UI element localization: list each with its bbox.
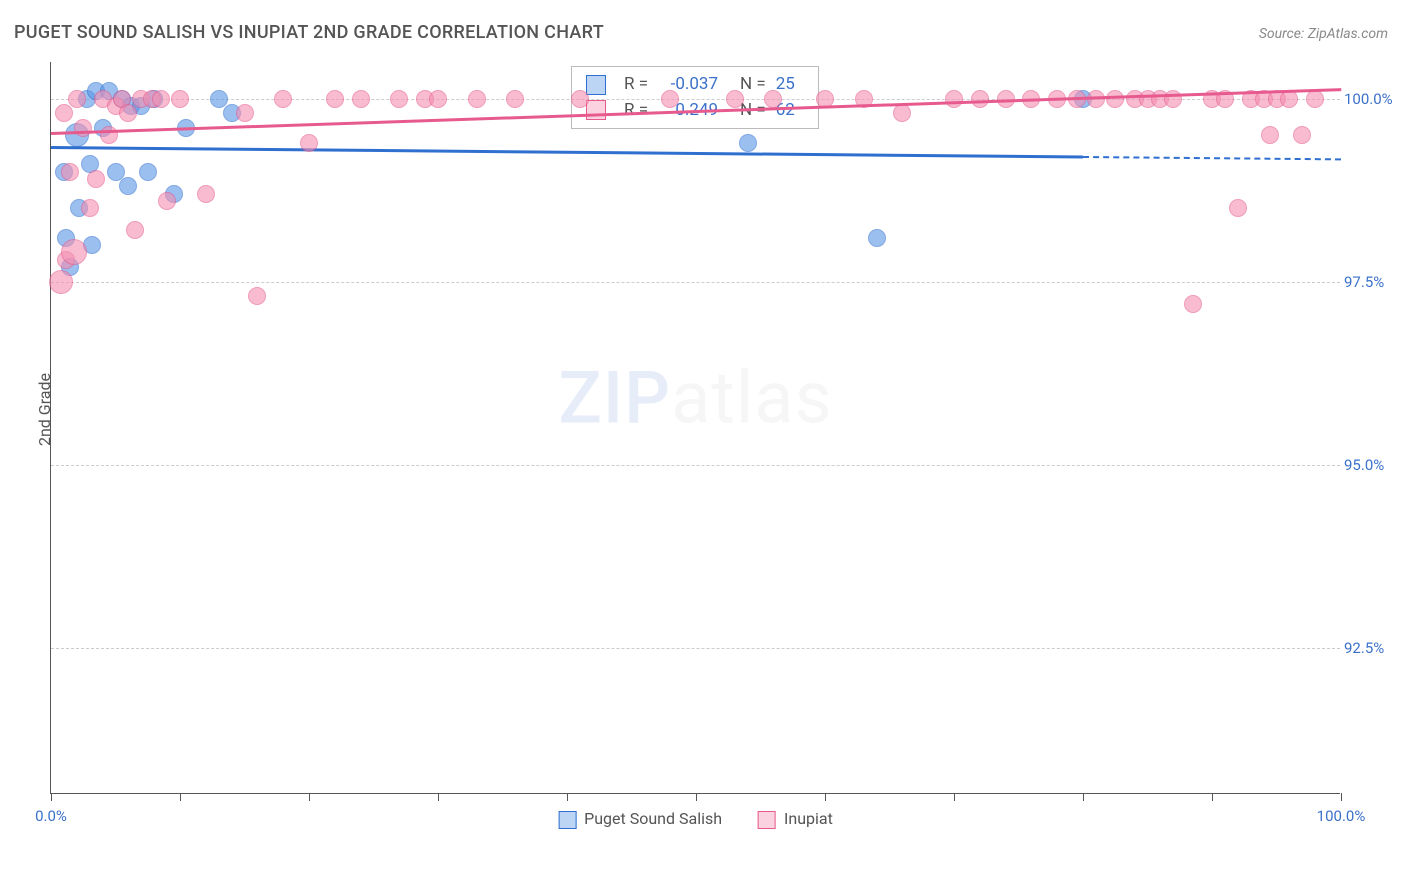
scatter-point (68, 90, 86, 108)
trend-line-extrapolated (1083, 156, 1341, 160)
series-swatch (586, 75, 606, 95)
x-tick (1083, 793, 1084, 801)
chart-title: PUGET SOUND SALISH VS INUPIAT 2ND GRADE … (14, 22, 604, 43)
scatter-point (139, 163, 157, 181)
scatter-point (506, 90, 524, 108)
scatter-point (893, 104, 911, 122)
gridline-horizontal (51, 465, 1340, 466)
scatter-point (74, 119, 92, 137)
scatter-point (868, 229, 886, 247)
series-swatch (586, 100, 606, 120)
legend-label: Puget Sound Salish (584, 809, 722, 828)
x-tick (180, 793, 181, 801)
x-axis-legend: Puget Sound Salish Inupiat (558, 809, 833, 829)
plot-area: ZIPatlas R = -0.037N = 25R = 0.249N = 62… (50, 62, 1340, 794)
x-tick-label: 100.0% (1317, 807, 1366, 825)
y-tick-label: 97.5% (1344, 273, 1402, 291)
trend-line (51, 146, 1083, 158)
x-tick (825, 793, 826, 801)
scatter-point (764, 90, 782, 108)
x-tick (696, 793, 697, 801)
x-tick (567, 793, 568, 801)
scatter-point (49, 270, 73, 294)
stats-r-label: R = (624, 72, 648, 98)
scatter-point (429, 90, 447, 108)
scatter-point (739, 134, 757, 152)
scatter-point (171, 90, 189, 108)
scatter-point (61, 239, 87, 265)
scatter-point (210, 90, 228, 108)
gridline-horizontal (51, 648, 1340, 649)
x-tick (309, 793, 310, 801)
x-tick (1212, 793, 1213, 801)
y-tick-label: 100.0% (1344, 90, 1402, 108)
scatter-point (1184, 295, 1202, 313)
scatter-point (326, 90, 344, 108)
scatter-point (945, 90, 963, 108)
scatter-point (274, 90, 292, 108)
scatter-point (197, 185, 215, 203)
scatter-point (300, 134, 318, 152)
scatter-point (61, 163, 79, 181)
scatter-point (126, 221, 144, 239)
scatter-point (81, 199, 99, 217)
x-tick (438, 793, 439, 801)
gridline-horizontal (51, 282, 1340, 283)
scatter-point (1229, 199, 1247, 217)
x-tick (51, 793, 52, 801)
x-tick (954, 793, 955, 801)
scatter-point (661, 90, 679, 108)
x-tick-label: 0.0% (35, 807, 67, 825)
x-tick (1341, 793, 1342, 801)
watermark: ZIPatlas (558, 356, 832, 441)
scatter-point (107, 163, 125, 181)
scatter-point (158, 192, 176, 210)
series-swatch (758, 811, 776, 829)
scatter-point (971, 90, 989, 108)
scatter-point (119, 177, 137, 195)
scatter-point (1106, 90, 1124, 108)
scatter-point (119, 104, 137, 122)
scatter-point (55, 104, 73, 122)
legend-label: Inupiat (784, 809, 833, 828)
series-swatch (558, 811, 576, 829)
scatter-point (1164, 90, 1182, 108)
legend-item: Inupiat (758, 809, 833, 829)
stats-n-label: N = (740, 72, 766, 98)
scatter-point (152, 90, 170, 108)
scatter-point (352, 90, 370, 108)
scatter-point (236, 104, 254, 122)
source-credit: Source: ZipAtlas.com (1259, 26, 1388, 42)
scatter-point (87, 170, 105, 188)
scatter-point (468, 90, 486, 108)
y-tick-label: 95.0% (1344, 456, 1402, 474)
scatter-point (571, 90, 589, 108)
scatter-point (726, 90, 744, 108)
stats-r-label: R = (624, 98, 648, 124)
legend-item: Puget Sound Salish (558, 809, 722, 829)
y-tick-label: 92.5% (1344, 639, 1402, 657)
scatter-point (1293, 126, 1311, 144)
scatter-point (390, 90, 408, 108)
scatter-point (1306, 90, 1324, 108)
scatter-point (248, 287, 266, 305)
scatter-point (1261, 126, 1279, 144)
